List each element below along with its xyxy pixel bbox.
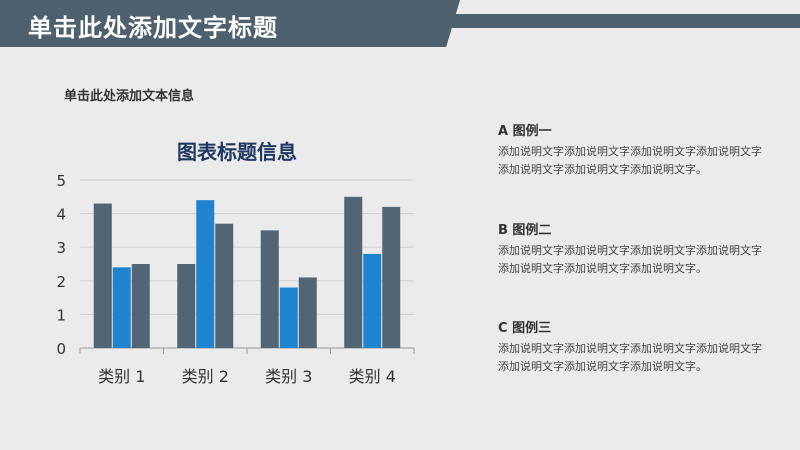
bar <box>93 203 112 348</box>
legend-description: 添加说明文字添加说明文字添加说明文字添加说明文字添加说明文字添加说明文字添加说明… <box>498 342 762 373</box>
legend-item-a: A 图例一 添加说明文字添加说明文字添加说明文字添加说明文字添加说明文字添加说明… <box>498 120 770 179</box>
x-tick-label: 类别 3 <box>265 367 312 386</box>
y-tick-label: 4 <box>56 206 66 224</box>
subtitle-text[interactable]: 单击此处添加文本信息 <box>64 89 195 104</box>
bar <box>215 223 234 348</box>
legend-heading: C 图例三 <box>498 321 552 336</box>
bar <box>298 277 317 348</box>
bar <box>177 264 196 348</box>
bar <box>131 264 150 348</box>
bar <box>112 267 131 348</box>
legend-item-b: B 图例二 添加说明文字添加说明文字添加说明文字添加说明文字添加说明文字添加说明… <box>498 219 770 278</box>
page-title[interactable]: 单击此处添加文字标题 <box>28 14 278 42</box>
legend-heading: B 图例二 <box>498 223 552 238</box>
legend-description: 添加说明文字添加说明文字添加说明文字添加说明文字添加说明文字添加说明文字添加说明… <box>498 145 762 176</box>
x-tick-label: 类别 1 <box>98 367 145 386</box>
y-tick-label: 0 <box>56 340 66 358</box>
bar <box>344 196 363 348</box>
y-tick-label: 5 <box>56 172 66 190</box>
x-tick-label: 类别 2 <box>182 367 229 386</box>
title-banner <box>0 0 460 47</box>
legend-item-c: C 图例三 添加说明文字添加说明文字添加说明文字添加说明文字添加说明文字添加说明… <box>498 317 770 376</box>
legend-description: 添加说明文字添加说明文字添加说明文字添加说明文字添加说明文字添加说明文字添加说明… <box>498 244 762 275</box>
x-tick-label: 类别 4 <box>349 367 396 386</box>
bar <box>363 253 382 348</box>
y-tick-label: 3 <box>56 239 66 257</box>
bar <box>260 230 279 348</box>
bar <box>196 200 215 348</box>
bar-chart: 图表标题信息 0 1 2 3 4 5 类别 1 类别 2 类别 3 类别 4 <box>56 140 415 386</box>
legend-heading: A 图例一 <box>498 124 552 139</box>
bar <box>382 206 401 348</box>
y-tick-label: 2 <box>56 273 66 291</box>
chart-title: 图表标题信息 <box>177 140 297 164</box>
title-accent-stripe <box>446 14 800 28</box>
bar <box>279 287 298 348</box>
y-tick-label: 1 <box>56 306 66 324</box>
